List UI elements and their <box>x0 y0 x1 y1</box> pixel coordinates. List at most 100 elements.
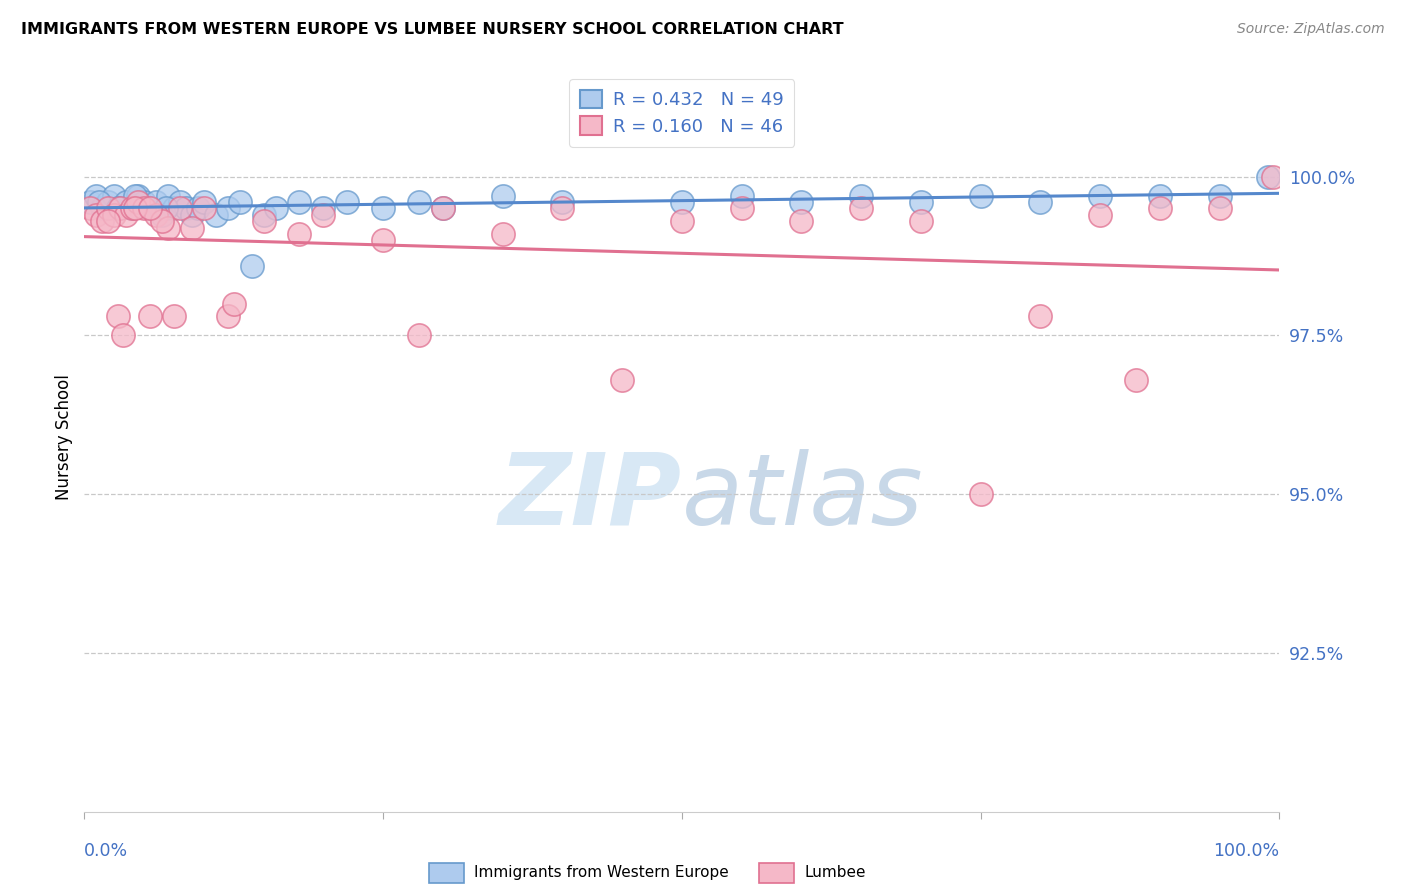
Point <box>492 188 515 202</box>
Point <box>150 214 173 228</box>
Text: atlas: atlas <box>682 449 924 546</box>
Point <box>97 195 120 210</box>
Point <box>91 202 114 216</box>
Point <box>97 202 120 216</box>
Point <box>193 195 215 210</box>
Point <box>193 202 215 216</box>
Point <box>110 202 132 216</box>
Point <box>124 202 146 216</box>
Point <box>174 202 197 216</box>
Point <box>731 188 754 202</box>
Point <box>1149 202 1171 216</box>
Point <box>157 220 180 235</box>
Point <box>222 297 245 311</box>
Point <box>671 195 693 210</box>
Point <box>110 202 132 216</box>
Point <box>970 188 993 202</box>
Point <box>97 214 120 228</box>
Point <box>91 214 114 228</box>
Point <box>139 202 162 216</box>
Point <box>115 208 138 222</box>
Point <box>551 202 574 216</box>
Point <box>312 208 335 222</box>
Point <box>1263 169 1285 184</box>
Point <box>115 195 138 210</box>
Text: ZIP: ZIP <box>499 449 682 546</box>
Point <box>205 208 228 222</box>
Point <box>492 227 515 241</box>
Point <box>970 487 993 501</box>
Point <box>86 188 108 202</box>
Point <box>731 202 754 216</box>
Point <box>253 214 276 228</box>
Point <box>1209 188 1232 202</box>
Point <box>264 202 287 216</box>
Point <box>288 195 311 210</box>
Text: 0.0%: 0.0% <box>84 842 128 860</box>
Point <box>127 195 149 210</box>
Point <box>253 208 276 222</box>
Point <box>139 202 162 216</box>
Point <box>1029 195 1052 210</box>
Point <box>373 202 395 216</box>
Point <box>373 233 395 247</box>
Point <box>1149 188 1171 202</box>
Point <box>121 202 143 216</box>
Point <box>612 373 634 387</box>
Point <box>169 195 191 210</box>
Point <box>312 202 335 216</box>
Point <box>145 195 167 210</box>
Point <box>169 202 191 216</box>
Point <box>139 310 162 324</box>
Point <box>1090 188 1112 202</box>
Point <box>851 202 873 216</box>
Point <box>163 202 186 216</box>
Text: 100.0%: 100.0% <box>1213 842 1279 860</box>
Point <box>132 202 156 216</box>
Point <box>432 202 454 216</box>
Point <box>181 208 204 222</box>
Point <box>790 195 813 210</box>
Point <box>240 259 263 273</box>
Point <box>124 188 146 202</box>
Point <box>217 202 239 216</box>
Point <box>127 188 149 202</box>
Point <box>121 202 143 216</box>
Point <box>288 227 311 241</box>
Point <box>1029 310 1052 324</box>
Text: Lumbee: Lumbee <box>804 865 866 880</box>
Point <box>910 214 932 228</box>
Point <box>1125 373 1147 387</box>
Point <box>79 202 101 216</box>
Point <box>87 195 110 210</box>
Point <box>111 328 134 343</box>
Text: IMMIGRANTS FROM WESTERN EUROPE VS LUMBEE NURSERY SCHOOL CORRELATION CHART: IMMIGRANTS FROM WESTERN EUROPE VS LUMBEE… <box>21 22 844 37</box>
Point <box>336 195 359 210</box>
Point <box>155 202 177 216</box>
Point <box>107 310 129 324</box>
Point <box>910 195 932 210</box>
Text: Source: ZipAtlas.com: Source: ZipAtlas.com <box>1237 22 1385 37</box>
Point <box>408 328 430 343</box>
Point <box>187 202 209 216</box>
Point <box>229 195 252 210</box>
Point <box>163 310 186 324</box>
Point <box>790 214 813 228</box>
Point <box>408 195 430 210</box>
Point <box>132 195 156 210</box>
Point <box>103 188 125 202</box>
Point <box>432 202 454 216</box>
Point <box>217 310 239 324</box>
Point <box>79 195 101 210</box>
Point <box>1257 169 1279 184</box>
Point <box>851 188 873 202</box>
Point <box>1090 208 1112 222</box>
Point <box>145 208 167 222</box>
Point <box>1209 202 1232 216</box>
Legend: R = 0.432   N = 49, R = 0.160   N = 46: R = 0.432 N = 49, R = 0.160 N = 46 <box>569 79 794 146</box>
Point <box>551 195 574 210</box>
Point <box>671 214 693 228</box>
Y-axis label: Nursery School: Nursery School <box>55 374 73 500</box>
Point <box>86 208 108 222</box>
Point <box>103 208 125 222</box>
